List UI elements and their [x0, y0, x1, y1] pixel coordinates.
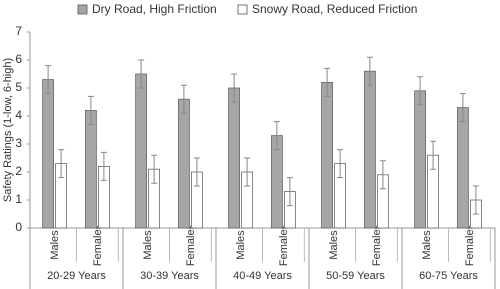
bar [177, 98, 190, 229]
bar [135, 73, 148, 229]
bar [42, 79, 55, 229]
error-bar [193, 157, 200, 187]
bar [321, 82, 334, 229]
error-bar [417, 76, 424, 106]
bar [414, 90, 427, 229]
error-bar [459, 93, 466, 123]
error-bar [138, 59, 145, 89]
y-tick-label: 6 [15, 52, 22, 66]
error-bar [100, 151, 107, 181]
legend-label: Dry Road, High Friction [92, 2, 217, 16]
error-bar [472, 185, 479, 215]
x-tick-label: Females [92, 223, 104, 266]
bar [228, 87, 241, 229]
error-bar [286, 177, 293, 207]
error-bar [324, 67, 331, 97]
bar [84, 110, 97, 229]
group-label: 30-39 Years [140, 270, 199, 282]
error-bar [273, 121, 280, 151]
error-bar [87, 95, 94, 125]
y-tick-label: 3 [15, 136, 22, 150]
legend-swatch [77, 4, 88, 15]
group-label: 50-59 Years [326, 270, 385, 282]
x-tick-label: Males [142, 230, 154, 260]
x-tick-label: Females [185, 223, 197, 266]
error-bar [45, 65, 52, 95]
x-tick-label: Males [421, 230, 433, 260]
error-bar [379, 160, 386, 190]
y-tick-label: 4 [15, 108, 22, 122]
error-bar [337, 149, 344, 179]
group-label: 40-49 Years [233, 270, 292, 282]
x-tick-label: Males [235, 230, 247, 260]
group-label: 20-29 Years [47, 270, 106, 282]
error-bar [58, 149, 65, 179]
bar [456, 107, 469, 229]
x-tick-label: Females [278, 223, 290, 266]
error-bar [180, 84, 187, 114]
y-tick-label: 1 [15, 192, 22, 206]
error-bar [151, 154, 158, 184]
y-tick-label: 7 [15, 24, 22, 38]
group-label: 60-75 Years [419, 270, 478, 282]
error-bar [244, 157, 251, 187]
x-tick-label: Females [371, 223, 383, 266]
bar [363, 70, 376, 229]
y-tick-label: 0 [15, 220, 22, 234]
x-tick-label: Females [464, 223, 476, 266]
y-tick-label: 5 [15, 80, 22, 94]
legend-swatch [237, 4, 248, 15]
x-tick-label: Males [328, 230, 340, 260]
error-bar [366, 56, 373, 86]
y-tick-label: 2 [15, 164, 22, 178]
error-bar [430, 140, 437, 170]
y-axis-label: Safety Ratings (1-low, 6-high) [2, 58, 14, 202]
error-bar [231, 73, 238, 103]
legend-label: Snowy Road, Reduced Friction [252, 2, 417, 16]
x-tick-label: Males [49, 230, 61, 260]
